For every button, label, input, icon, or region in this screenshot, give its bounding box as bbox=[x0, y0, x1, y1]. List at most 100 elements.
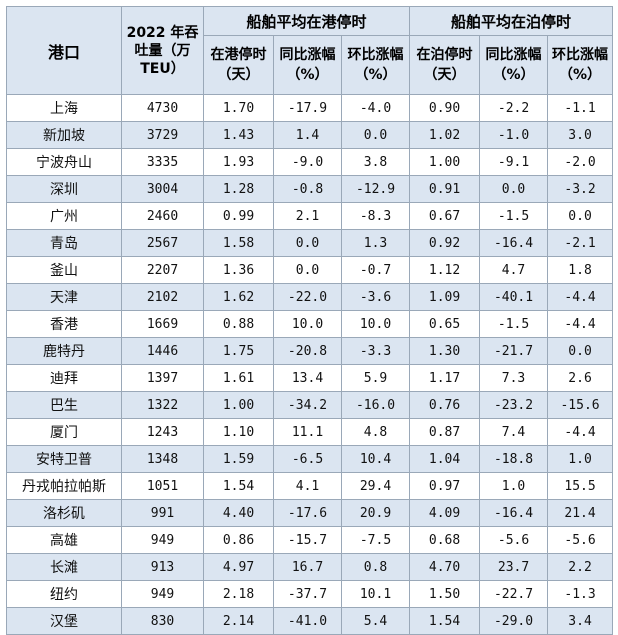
table-row: 青岛 2567 1.58 0.0 1.3 0.92 -16.4 -2.1 bbox=[6, 229, 614, 257]
table-row: 天津 2102 1.62 -22.0 -3.6 1.09 -40.1 -4.4 bbox=[6, 283, 614, 311]
in-port-days-cell: 1.70 bbox=[203, 94, 274, 122]
at-berth-days-cell: 0.65 bbox=[409, 310, 481, 338]
in-port-yoy-cell: 0.0 bbox=[273, 256, 342, 284]
throughput-cell: 2102 bbox=[121, 283, 204, 311]
in-port-days-cell: 0.88 bbox=[203, 310, 274, 338]
in-port-mom-cell: -16.0 bbox=[340, 391, 411, 419]
at-berth-yoy-cell: -21.7 bbox=[479, 337, 549, 365]
in-port-mom-cell: 0.0 bbox=[340, 121, 411, 149]
at-berth-days-cell: 1.09 bbox=[409, 283, 481, 311]
in-port-days-cell: 1.75 bbox=[203, 337, 274, 365]
in-port-yoy-cell: -34.2 bbox=[273, 391, 342, 419]
in-port-mom-cell: 10.4 bbox=[340, 445, 411, 473]
at-berth-yoy-cell: 7.3 bbox=[479, 364, 549, 392]
port-cell: 广州 bbox=[6, 202, 122, 230]
throughput-cell: 3335 bbox=[121, 148, 204, 176]
at-berth-days-cell: 1.30 bbox=[409, 337, 481, 365]
in-port-yoy-cell: 1.4 bbox=[273, 121, 342, 149]
at-berth-mom-cell: 1.0 bbox=[547, 445, 614, 473]
at-berth-days-cell: 0.92 bbox=[409, 229, 481, 257]
throughput-cell: 2567 bbox=[121, 229, 204, 257]
in-port-yoy-cell: 2.1 bbox=[273, 202, 342, 230]
at-berth-yoy-cell: -16.4 bbox=[479, 229, 549, 257]
in-port-days-cell: 1.43 bbox=[203, 121, 274, 149]
table-row: 纽约 949 2.18 -37.7 10.1 1.50 -22.7 -1.3 bbox=[6, 580, 614, 608]
at-berth-mom-cell: 2.6 bbox=[547, 364, 614, 392]
header-at-berth-mom: 环比涨幅（%） bbox=[547, 35, 614, 95]
port-cell: 宁波舟山 bbox=[6, 148, 122, 176]
throughput-cell: 1397 bbox=[121, 364, 204, 392]
at-berth-yoy-cell: -9.1 bbox=[479, 148, 549, 176]
in-port-days-cell: 1.62 bbox=[203, 283, 274, 311]
in-port-yoy-cell: 0.0 bbox=[273, 229, 342, 257]
at-berth-days-cell: 1.12 bbox=[409, 256, 481, 284]
at-berth-days-cell: 1.00 bbox=[409, 148, 481, 176]
in-port-mom-cell: 10.0 bbox=[340, 310, 411, 338]
at-berth-days-cell: 0.91 bbox=[409, 175, 481, 203]
port-cell: 巴生 bbox=[6, 391, 122, 419]
at-berth-days-cell: 0.67 bbox=[409, 202, 481, 230]
throughput-cell: 949 bbox=[121, 580, 204, 608]
in-port-mom-cell: 5.9 bbox=[340, 364, 411, 392]
header-at-berth-yoy: 同比涨幅（%） bbox=[479, 35, 549, 95]
at-berth-yoy-cell: -40.1 bbox=[479, 283, 549, 311]
at-berth-yoy-cell: -23.2 bbox=[479, 391, 549, 419]
in-port-days-cell: 1.93 bbox=[203, 148, 274, 176]
header-in-port-days: 在港停时（天） bbox=[203, 35, 274, 95]
at-berth-mom-cell: 15.5 bbox=[547, 472, 614, 500]
in-port-mom-cell: -3.3 bbox=[340, 337, 411, 365]
in-port-yoy-cell: -37.7 bbox=[273, 580, 342, 608]
in-port-yoy-cell: -22.0 bbox=[273, 283, 342, 311]
throughput-cell: 991 bbox=[121, 499, 204, 527]
in-port-mom-cell: -3.6 bbox=[340, 283, 411, 311]
port-cell: 釜山 bbox=[6, 256, 122, 284]
in-port-mom-cell: 20.9 bbox=[340, 499, 411, 527]
in-port-yoy-cell: -15.7 bbox=[273, 526, 342, 554]
throughput-cell: 1446 bbox=[121, 337, 204, 365]
in-port-days-cell: 1.54 bbox=[203, 472, 274, 500]
table-row: 新加坡 3729 1.43 1.4 0.0 1.02 -1.0 3.0 bbox=[6, 121, 614, 149]
at-berth-yoy-cell: -2.2 bbox=[479, 94, 549, 122]
at-berth-mom-cell: -4.4 bbox=[547, 283, 614, 311]
at-berth-mom-cell: -4.4 bbox=[547, 310, 614, 338]
table-row: 鹿特丹 1446 1.75 -20.8 -3.3 1.30 -21.7 0.0 bbox=[6, 337, 614, 365]
throughput-cell: 3004 bbox=[121, 175, 204, 203]
port-cell: 长滩 bbox=[6, 553, 122, 581]
table-row: 安特卫普 1348 1.59 -6.5 10.4 1.04 -18.8 1.0 bbox=[6, 445, 614, 473]
table-row: 洛杉矶 991 4.40 -17.6 20.9 4.09 -16.4 21.4 bbox=[6, 499, 614, 527]
in-port-yoy-cell: -17.6 bbox=[273, 499, 342, 527]
in-port-days-cell: 1.59 bbox=[203, 445, 274, 473]
in-port-days-cell: 1.36 bbox=[203, 256, 274, 284]
in-port-days-cell: 0.99 bbox=[203, 202, 274, 230]
at-berth-yoy-cell: 4.7 bbox=[479, 256, 549, 284]
at-berth-days-cell: 4.09 bbox=[409, 499, 481, 527]
in-port-days-cell: 1.00 bbox=[203, 391, 274, 419]
at-berth-days-cell: 1.17 bbox=[409, 364, 481, 392]
throughput-cell: 1051 bbox=[121, 472, 204, 500]
in-port-mom-cell: 3.8 bbox=[340, 148, 411, 176]
header-throughput: 2022 年吞吐量（万 TEU） bbox=[121, 6, 204, 95]
in-port-mom-cell: 1.3 bbox=[340, 229, 411, 257]
header-port: 港口 bbox=[6, 6, 122, 95]
in-port-yoy-cell: -6.5 bbox=[273, 445, 342, 473]
in-port-days-cell: 0.86 bbox=[203, 526, 274, 554]
at-berth-yoy-cell: -1.5 bbox=[479, 310, 549, 338]
table-row: 釜山 2207 1.36 0.0 -0.7 1.12 4.7 1.8 bbox=[6, 256, 614, 284]
at-berth-mom-cell: -5.6 bbox=[547, 526, 614, 554]
at-berth-days-cell: 0.87 bbox=[409, 418, 481, 446]
at-berth-mom-cell: 1.8 bbox=[547, 256, 614, 284]
at-berth-yoy-cell: 23.7 bbox=[479, 553, 549, 581]
at-berth-days-cell: 0.76 bbox=[409, 391, 481, 419]
in-port-mom-cell: -12.9 bbox=[340, 175, 411, 203]
table-row: 香港 1669 0.88 10.0 10.0 0.65 -1.5 -4.4 bbox=[6, 310, 614, 338]
in-port-yoy-cell: -9.0 bbox=[273, 148, 342, 176]
at-berth-mom-cell: -2.1 bbox=[547, 229, 614, 257]
table-row: 高雄 949 0.86 -15.7 -7.5 0.68 -5.6 -5.6 bbox=[6, 526, 614, 554]
at-berth-mom-cell: -1.1 bbox=[547, 94, 614, 122]
throughput-cell: 2207 bbox=[121, 256, 204, 284]
throughput-cell: 4730 bbox=[121, 94, 204, 122]
table-row: 丹戎帕拉帕斯 1051 1.54 4.1 29.4 0.97 1.0 15.5 bbox=[6, 472, 614, 500]
in-port-yoy-cell: 10.0 bbox=[273, 310, 342, 338]
at-berth-days-cell: 0.68 bbox=[409, 526, 481, 554]
at-berth-yoy-cell: -1.0 bbox=[479, 121, 549, 149]
